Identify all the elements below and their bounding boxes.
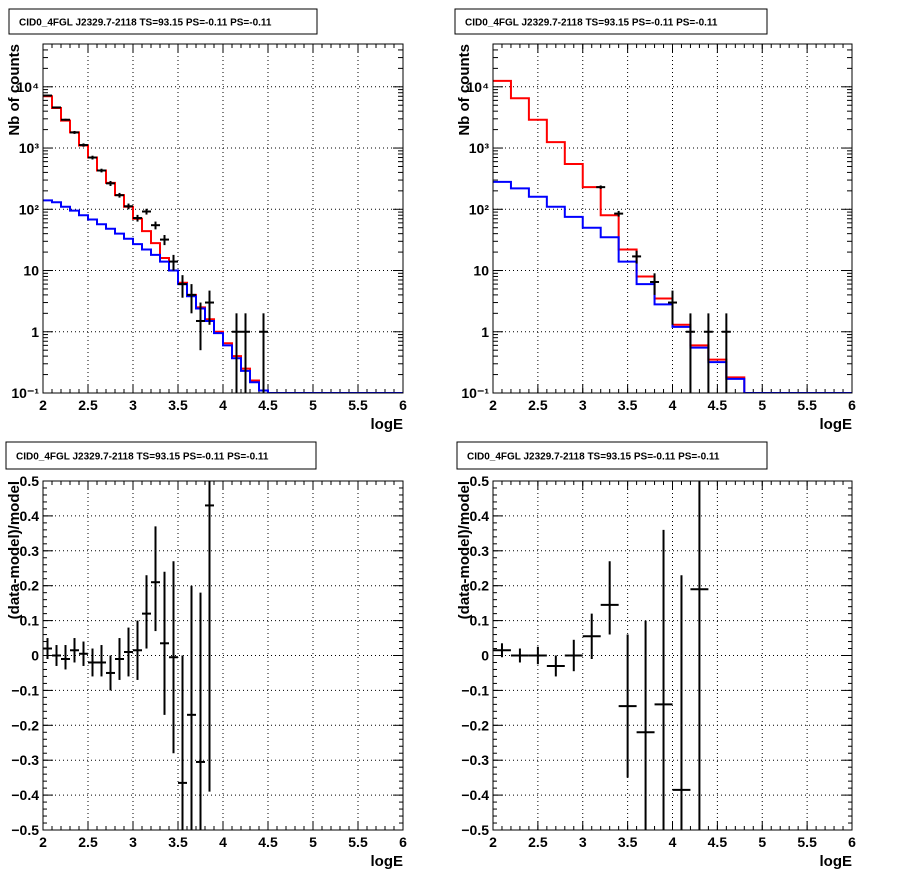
x-tick-label: 2.5 xyxy=(78,834,98,850)
y-tick-label: 0.5 xyxy=(20,473,40,489)
x-tick-label: 5.5 xyxy=(348,834,368,850)
plot-frame xyxy=(492,480,853,831)
x-tick-label: 5 xyxy=(309,397,317,413)
plot-area xyxy=(43,481,214,830)
y-tick-label: 10² xyxy=(19,201,40,217)
x-tick-label: 6 xyxy=(399,834,407,850)
y-tick-label: 0.1 xyxy=(20,613,40,629)
x-tick-label: 5 xyxy=(309,834,317,850)
y-tick-label: 10⁻¹ xyxy=(11,385,39,401)
y-tick-label: 0.2 xyxy=(470,578,490,594)
y-tick-label: 0.5 xyxy=(470,473,490,489)
chart-panel-1: CID0_4FGL J2329.7-2118 TS=93.15 PS=-0.11… xyxy=(6,8,407,433)
plot-area xyxy=(493,79,852,393)
plot-frame xyxy=(42,480,404,831)
y-tick-label: 0.1 xyxy=(470,613,490,629)
x-tick-label: 4.5 xyxy=(258,834,278,850)
y-axis-title: (data-model)/model xyxy=(6,481,23,619)
y-tick-label: 10⁴ xyxy=(467,79,490,95)
chart-panel-4: CID0_4FGL J2329.7-2118 TS=93.15 PS=-0.11… xyxy=(456,441,856,870)
x-tick-label: 5.5 xyxy=(797,834,817,850)
y-axis-title: Nb of counts xyxy=(456,44,473,136)
y-tick-label: 10⁻¹ xyxy=(461,385,489,401)
x-tick-label: 5.5 xyxy=(348,397,368,413)
y-tick-label: 0.2 xyxy=(20,578,40,594)
plot-frame xyxy=(42,43,404,394)
y-axis-title: Nb of counts xyxy=(6,44,23,136)
y-tick-label: 0.3 xyxy=(470,543,490,559)
y-tick-label: 1 xyxy=(481,324,489,340)
x-tick-label: 6 xyxy=(848,397,856,413)
y-tick-label: 1 xyxy=(31,324,39,340)
x-tick-label: 2.5 xyxy=(528,397,548,413)
chart-title-box xyxy=(454,8,768,35)
chart-panel-3: CID0_4FGL J2329.7-2118 TS=93.15 PS=-0.11… xyxy=(5,441,407,870)
x-tick-label: 3 xyxy=(129,397,137,413)
x-tick-label: 4 xyxy=(669,834,677,850)
x-tick-label: 3.5 xyxy=(618,397,638,413)
y-tick-label: −0.2 xyxy=(461,717,489,733)
x-tick-label: 3 xyxy=(579,397,587,413)
x-tick-label: 5 xyxy=(758,397,766,413)
y-tick-label: 0.3 xyxy=(20,543,40,559)
chart-title: CID0_4FGL J2329.7-2118 TS=93.15 PS=-0.11… xyxy=(16,452,269,463)
x-tick-label: 4.5 xyxy=(708,834,728,850)
x-tick-label: 2 xyxy=(489,397,497,413)
x-axis-title: logE xyxy=(820,416,853,433)
y-tick-label: −0.5 xyxy=(461,822,489,838)
y-tick-label: 0 xyxy=(31,648,39,664)
x-tick-label: 4 xyxy=(219,397,227,413)
x-tick-label: 3.5 xyxy=(168,397,188,413)
y-tick-label: −0.1 xyxy=(461,682,489,698)
x-tick-label: 3 xyxy=(129,834,137,850)
plot-frame xyxy=(492,43,853,394)
y-tick-label: 0 xyxy=(481,648,489,664)
chart-title-box xyxy=(5,441,317,470)
plot-area xyxy=(43,94,403,393)
x-tick-label: 4 xyxy=(669,397,677,413)
y-tick-label: −0.3 xyxy=(461,752,489,768)
y-tick-label: 10 xyxy=(473,263,489,279)
x-tick-label: 2.5 xyxy=(78,397,98,413)
y-tick-label: −0.4 xyxy=(461,787,489,803)
x-tick-label: 6 xyxy=(399,397,407,413)
chart-title-box xyxy=(8,8,318,35)
x-tick-label: 3.5 xyxy=(168,834,188,850)
x-tick-label: 3 xyxy=(579,834,587,850)
x-tick-label: 4.5 xyxy=(708,397,728,413)
y-tick-label: −0.5 xyxy=(11,822,39,838)
x-axis-title: logE xyxy=(371,853,404,870)
x-tick-label: 2.5 xyxy=(528,834,548,850)
y-tick-label: 10 xyxy=(23,263,39,279)
x-tick-label: 5 xyxy=(758,834,766,850)
y-tick-label: 10³ xyxy=(469,140,490,156)
y-tick-label: −0.1 xyxy=(11,682,39,698)
x-axis-title: logE xyxy=(371,416,404,433)
x-tick-label: 5.5 xyxy=(797,397,817,413)
x-tick-label: 4.5 xyxy=(258,397,278,413)
chart-title-box xyxy=(456,441,768,470)
chart-title: CID0_4FGL J2329.7-2118 TS=93.15 PS=-0.11… xyxy=(467,452,720,463)
chart-title: CID0_4FGL J2329.7-2118 TS=93.15 PS=-0.11… xyxy=(19,18,272,29)
x-tick-label: 6 xyxy=(848,834,856,850)
x-tick-label: 2 xyxy=(39,834,47,850)
x-tick-label: 2 xyxy=(39,397,47,413)
y-tick-label: −0.2 xyxy=(11,717,39,733)
x-tick-label: 2 xyxy=(489,834,497,850)
plot-area xyxy=(493,481,709,830)
y-axis-title: (data-model)/model xyxy=(456,481,473,619)
chart-panel-2: CID0_4FGL J2329.7-2118 TS=93.15 PS=-0.11… xyxy=(454,8,856,433)
chart-title: CID0_4FGL J2329.7-2118 TS=93.15 PS=-0.11… xyxy=(465,18,718,29)
y-tick-label: 0.4 xyxy=(470,508,490,524)
x-tick-label: 3.5 xyxy=(618,834,638,850)
y-tick-label: 0.4 xyxy=(20,508,40,524)
x-axis-title: logE xyxy=(820,853,853,870)
y-tick-label: −0.4 xyxy=(11,787,39,803)
y-tick-label: 10⁴ xyxy=(17,79,40,95)
y-tick-label: 10² xyxy=(469,201,490,217)
y-tick-label: 10³ xyxy=(19,140,40,156)
y-tick-label: −0.3 xyxy=(11,752,39,768)
x-tick-label: 4 xyxy=(219,834,227,850)
